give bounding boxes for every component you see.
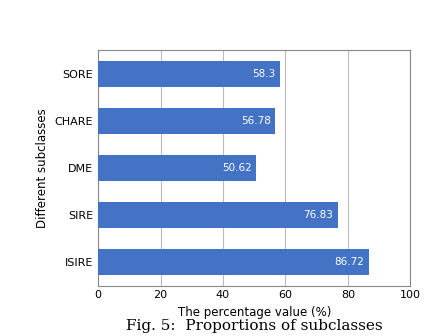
Text: 56.78: 56.78: [241, 116, 271, 126]
Bar: [98, 202, 338, 228]
Text: Fig. 5:  Proportions of subclasses: Fig. 5: Proportions of subclasses: [126, 319, 383, 333]
Text: 58.3: 58.3: [252, 69, 276, 79]
Bar: [98, 108, 275, 134]
Text: 76.83: 76.83: [303, 210, 333, 220]
Text: 50.62: 50.62: [222, 163, 252, 173]
Bar: [98, 249, 369, 275]
Bar: [98, 155, 256, 181]
Text: 86.72: 86.72: [334, 257, 364, 267]
X-axis label: The percentage value (%): The percentage value (%): [178, 306, 331, 319]
Y-axis label: Different subclasses: Different subclasses: [36, 108, 49, 228]
Bar: [98, 61, 280, 87]
